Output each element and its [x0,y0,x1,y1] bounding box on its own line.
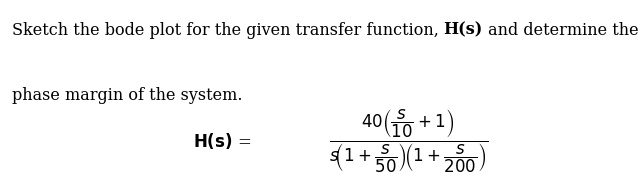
Text: phase margin of the system.: phase margin of the system. [12,87,242,104]
Text: and determine the gain margin and: and determine the gain margin and [483,22,643,39]
Text: Sketch the bode plot for the given transfer function,: Sketch the bode plot for the given trans… [12,22,444,39]
Text: H(s): H(s) [444,22,483,39]
Text: $\dfrac{40\left(\dfrac{s}{10}+1\right)}{s\!\left(1+\dfrac{s}{50}\right)\!\left(1: $\dfrac{40\left(\dfrac{s}{10}+1\right)}{… [329,108,488,175]
Text: $\mathbf{H(s)}$ =: $\mathbf{H(s)}$ = [193,131,251,151]
